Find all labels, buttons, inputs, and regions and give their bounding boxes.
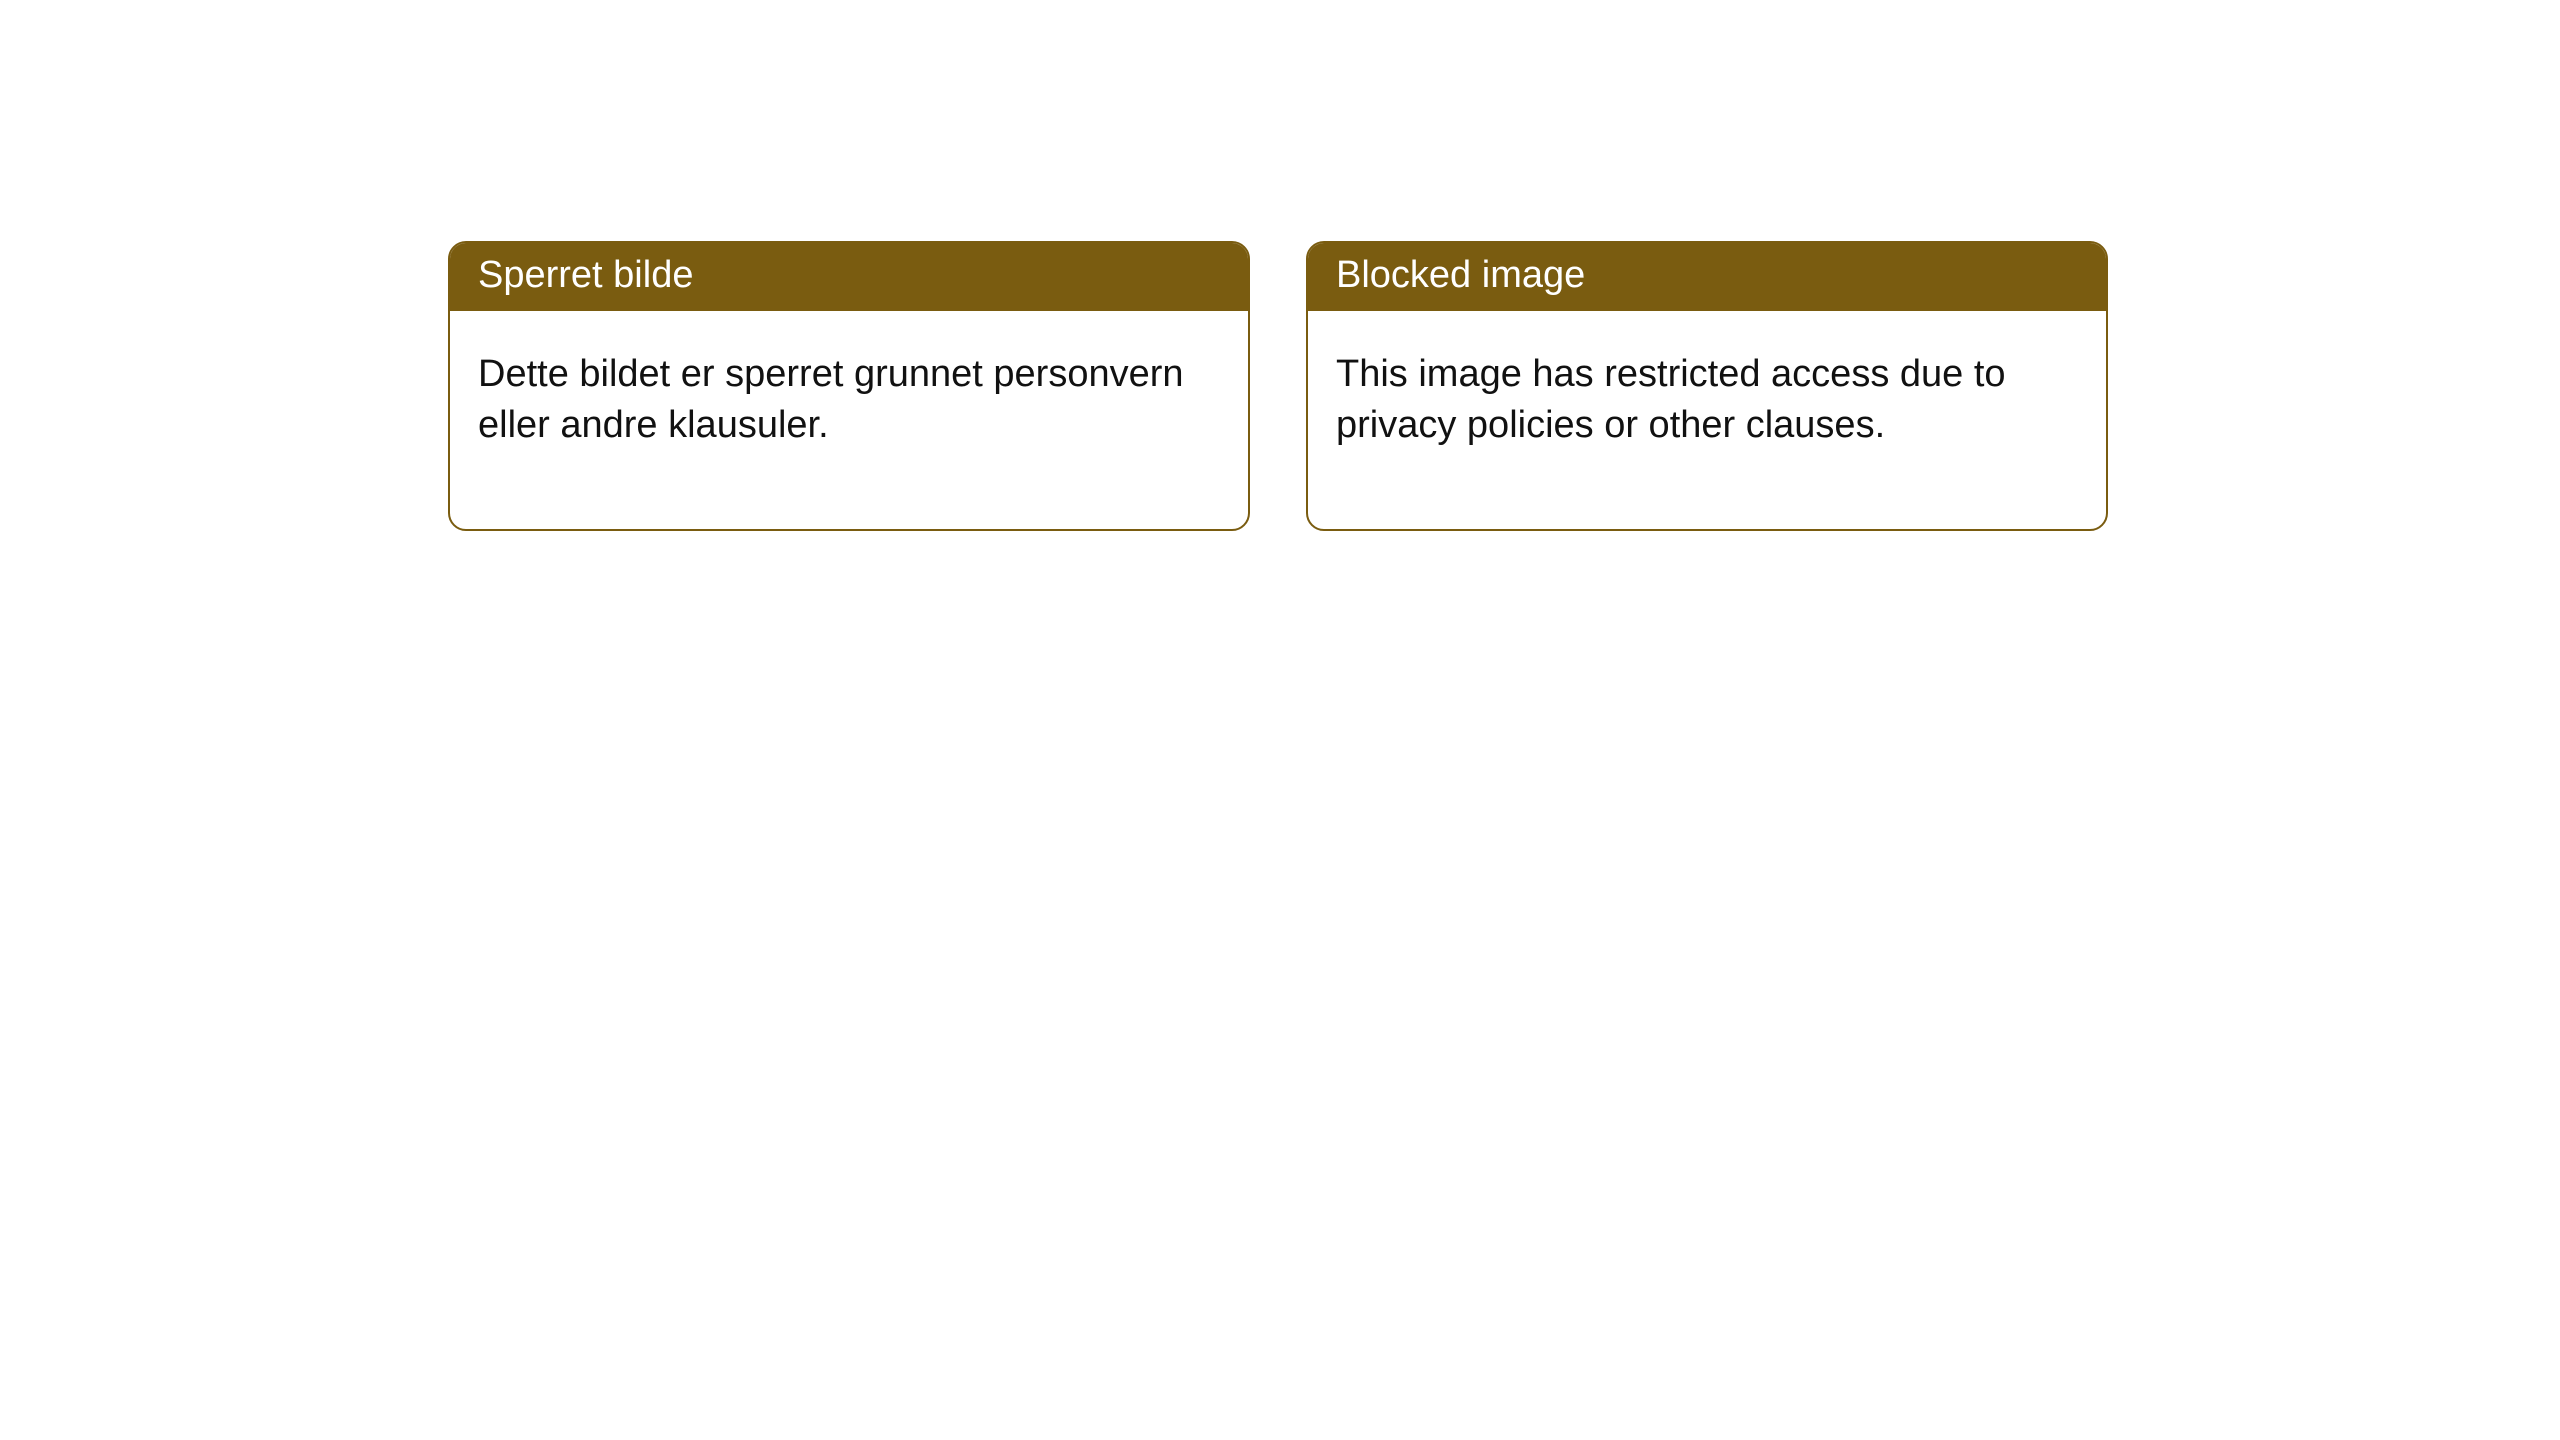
notice-card-title-no: Sperret bilde [450, 243, 1248, 311]
notice-card-no: Sperret bilde Dette bildet er sperret gr… [448, 241, 1250, 531]
notice-card-body-en: This image has restricted access due to … [1308, 311, 2106, 530]
notice-card-title-en: Blocked image [1308, 243, 2106, 311]
notice-card-body-no: Dette bildet er sperret grunnet personve… [450, 311, 1248, 530]
notice-card-en: Blocked image This image has restricted … [1306, 241, 2108, 531]
notice-container: Sperret bilde Dette bildet er sperret gr… [0, 0, 2560, 531]
